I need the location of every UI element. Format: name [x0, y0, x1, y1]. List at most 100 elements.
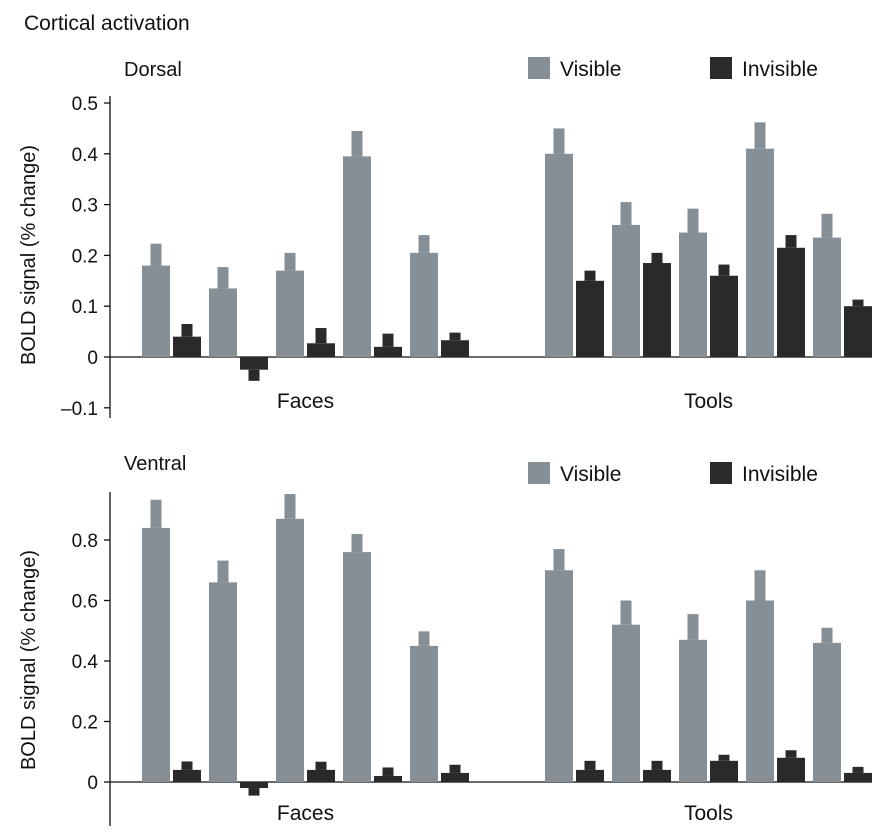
error-visible — [150, 499, 162, 528]
error-visible — [351, 130, 363, 157]
panel-title: Ventral — [124, 453, 186, 475]
bar-visible — [410, 252, 438, 357]
error-visible — [351, 533, 363, 553]
bar-invisible — [374, 346, 402, 357]
panel-title: Dorsal — [124, 59, 182, 81]
error-invisible — [584, 270, 596, 281]
y-tick-label: 0.1 — [72, 297, 98, 318]
bar-invisible — [643, 769, 671, 782]
group-label: Tools — [684, 802, 733, 825]
legend-visible-label: Visible — [560, 58, 621, 81]
bar-visible — [142, 527, 170, 782]
y-tick-label: 0.4 — [72, 652, 99, 673]
bar-invisible — [777, 247, 805, 357]
bar-invisible — [777, 757, 805, 782]
error-visible — [150, 243, 162, 266]
bar-invisible — [710, 275, 738, 357]
error-visible — [284, 252, 296, 271]
bar-visible — [209, 582, 237, 782]
error-visible — [754, 122, 766, 149]
y-tick-label: 0 — [87, 773, 98, 794]
error-invisible — [651, 252, 663, 264]
error-visible — [687, 208, 699, 233]
error-invisible — [651, 760, 663, 770]
error-visible — [418, 235, 430, 253]
error-visible — [553, 128, 565, 154]
bar-invisible — [844, 772, 872, 782]
y-tick-label: 0.8 — [72, 531, 98, 552]
legend-invisible-label: Invisible — [742, 58, 818, 81]
bar-visible — [545, 570, 573, 782]
bar-invisible — [307, 769, 335, 782]
error-invisible — [181, 323, 193, 337]
error-visible — [620, 202, 632, 225]
error-invisible — [718, 264, 730, 276]
bar-visible — [679, 232, 707, 357]
y-tick-label: 0.4 — [72, 145, 99, 166]
error-invisible — [315, 328, 327, 344]
error-invisible — [584, 760, 596, 770]
error-invisible — [181, 761, 193, 770]
error-visible — [553, 549, 565, 571]
error-visible — [620, 600, 632, 625]
bar-visible — [276, 518, 304, 782]
error-invisible — [449, 332, 461, 341]
error-visible — [687, 614, 699, 640]
y-tick-label: 0.2 — [72, 246, 98, 267]
bar-visible — [142, 265, 170, 357]
error-visible — [821, 627, 833, 643]
error-invisible — [785, 235, 797, 248]
error-visible — [418, 631, 430, 646]
error-invisible — [718, 754, 730, 761]
y-tick-label: 0.5 — [72, 94, 98, 115]
bar-visible — [343, 552, 371, 782]
bar-visible — [612, 224, 640, 357]
group-label: Tools — [684, 390, 733, 413]
bar-visible — [612, 624, 640, 782]
bar-invisible — [643, 263, 671, 357]
bar-invisible — [173, 769, 201, 782]
bar-visible — [813, 237, 841, 357]
bar-invisible — [240, 357, 268, 370]
error-invisible — [315, 761, 327, 770]
bar-invisible — [173, 336, 201, 357]
bar-visible — [813, 642, 841, 782]
bar-visible — [746, 600, 774, 782]
y-tick-label: 0.3 — [72, 196, 98, 217]
bar-visible — [746, 148, 774, 357]
bar-invisible — [844, 306, 872, 357]
legend-invisible-label: Invisible — [742, 463, 818, 486]
legend-invisible-swatch — [710, 462, 732, 484]
bar-invisible — [576, 769, 604, 782]
legend-invisible-swatch — [710, 57, 732, 79]
error-visible — [284, 494, 296, 519]
bar-visible — [679, 639, 707, 782]
error-invisible — [449, 764, 461, 773]
error-invisible — [382, 333, 394, 347]
error-visible — [754, 570, 766, 601]
legend-visible-swatch — [528, 57, 550, 79]
bar-invisible — [576, 280, 604, 357]
bar-visible — [209, 288, 237, 357]
y-tick-label: 0.6 — [72, 592, 98, 613]
bar-visible — [410, 645, 438, 782]
error-visible — [217, 267, 229, 289]
y-axis-label: BOLD signal (% change) — [18, 145, 40, 365]
bar-invisible — [441, 772, 469, 782]
bar-invisible — [374, 775, 402, 782]
error-invisible — [852, 299, 864, 307]
bar-invisible — [240, 782, 268, 789]
bar-invisible — [441, 340, 469, 357]
bar-visible — [276, 270, 304, 357]
bar-visible — [343, 156, 371, 357]
bar-visible — [545, 153, 573, 357]
y-axis-label: BOLD signal (% change) — [18, 550, 40, 770]
figure-title: Cortical activation — [24, 12, 190, 35]
y-tick-label: 0.2 — [72, 713, 98, 734]
dorsal-panel: Dorsal –0.1 0 0.1 0.2 0.3 0.4 0.5 BOLD signal (%… — [18, 57, 872, 420]
group-label: Faces — [277, 802, 334, 825]
y-tick-label: –0.1 — [61, 399, 98, 420]
legend-visible-label: Visible — [560, 463, 621, 486]
error-visible — [821, 213, 833, 238]
